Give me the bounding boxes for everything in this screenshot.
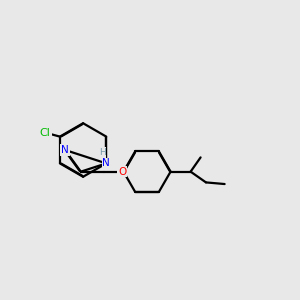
Text: O: O (118, 167, 126, 177)
Text: N: N (102, 158, 110, 168)
Text: N: N (61, 145, 69, 155)
Text: H: H (99, 148, 106, 157)
Text: Cl: Cl (40, 128, 51, 138)
